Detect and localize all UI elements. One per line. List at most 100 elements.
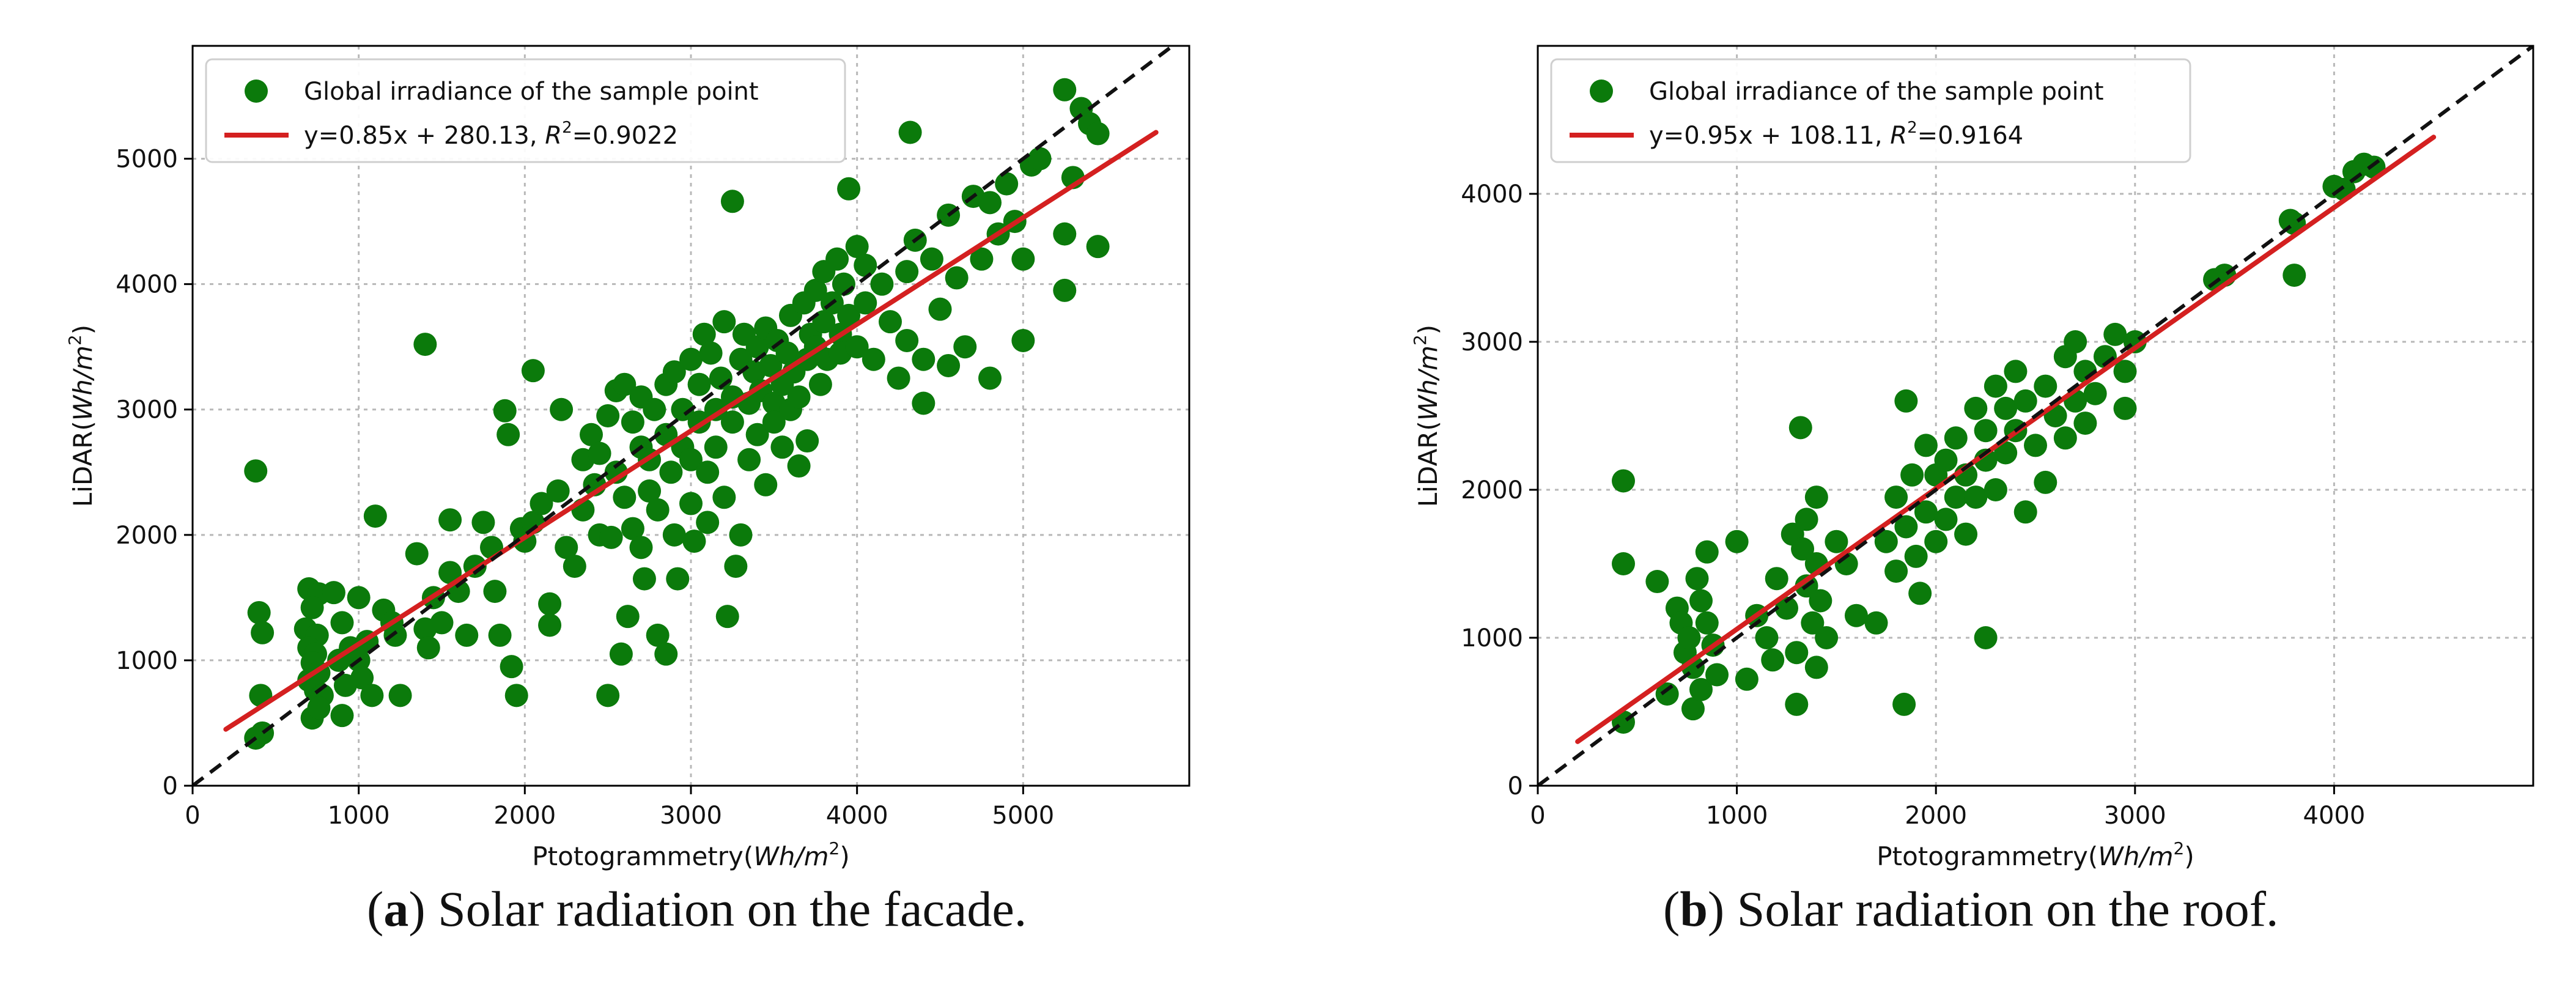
panel-b-data-point (1974, 448, 1998, 472)
panel-a-data-point (679, 492, 703, 515)
panel-a-legend-box (205, 58, 846, 163)
panel-b-x-tick-label: 1000 (1706, 802, 1768, 830)
panel-b-y-tick-label: 2000 (1461, 476, 1523, 504)
panel-a-data-point (1011, 328, 1035, 352)
panel-a-data-point (737, 448, 761, 471)
caption-a-letter: a (383, 881, 409, 937)
panel-a-data-point (596, 684, 620, 707)
panel-b-data-point (1944, 426, 1968, 450)
panel-b-data-point (1908, 581, 1932, 605)
panel-a-data-point (808, 372, 832, 396)
panel-a-legend-r2-exp: 2 (562, 119, 572, 137)
panel-a-data-point (1053, 278, 1077, 302)
panel-a-data-point (696, 460, 720, 484)
panel-b-data-point (1944, 485, 1968, 509)
panel-a-data-point (837, 177, 861, 201)
panel-b-data-point (1884, 485, 1908, 509)
panel-a-data-point (845, 335, 869, 359)
panel-a-data-point (712, 485, 736, 509)
panel-b-data-point (1775, 596, 1798, 620)
panel-a-x-axis-unit-exp: 2 (829, 838, 840, 858)
panel-a-data-point (682, 530, 706, 553)
panel-a-data-point (599, 525, 623, 549)
panel-a-data-point (1011, 247, 1035, 271)
caption-b-text: ) Solar radiation on the roof. (1707, 881, 2279, 937)
panel-a-legend-fit-label: y=0.85x + 280.13, R2=0.9022 (304, 119, 678, 150)
panel-b-data-point (2064, 330, 2087, 353)
panel-a-data-point (546, 479, 570, 503)
panel-a-x-tick-label: 3000 (660, 802, 722, 830)
panel-a-data-point (405, 542, 429, 566)
panel-b-data-point (2004, 360, 2028, 383)
panel-a-legend-r2-value: =0.9022 (572, 122, 678, 150)
panel-a-data-point (745, 423, 769, 446)
panel-a-data-point (995, 172, 1019, 196)
panel-a-data-point (720, 410, 744, 434)
panel-a-data-point (759, 353, 783, 377)
panel-b-data-point (1795, 508, 1818, 531)
panel-a-data-point (588, 441, 611, 465)
panel-b-data-point (1725, 530, 1749, 553)
panel-a-y-tick-label: 3000 (116, 396, 178, 424)
panel-a-data-point (388, 684, 412, 707)
panel-a-data-point (646, 498, 670, 522)
panel-a-data-point (471, 511, 495, 534)
panel-b-legend-r2-value: =0.9164 (1917, 122, 2023, 150)
panel-a-data-point (360, 684, 384, 707)
panel-a-data-point (604, 460, 628, 484)
panel-b-data-point (1695, 611, 1719, 635)
panel-a-data-point (795, 429, 819, 453)
panel-a-data-point (596, 404, 620, 427)
panel-a-x-tick-label: 5000 (992, 802, 1054, 830)
panel-b-x-axis-label: Ptotogrammetry(Wh/m2) (1877, 838, 2194, 871)
panel-b-data-point (1804, 655, 1828, 679)
panel-a-x-axis-unit: Wh/m (753, 841, 829, 871)
panel-a-data-point (244, 459, 268, 483)
panel-b: 0 1000 2000 3000 4000 0 1000 2000 3000 4000 Ptotog… (1410, 45, 2534, 871)
panel-b-data-point (1874, 530, 1898, 553)
panel-a-data-point (632, 567, 656, 591)
panel-b-data-point (1974, 626, 1998, 649)
panel-a-data-point (496, 423, 520, 446)
panel-a-data-point (912, 347, 936, 371)
panel-b-legend-r2-exp: 2 (1907, 119, 1917, 137)
panel-b-x-tick-label: 2000 (1905, 802, 1967, 830)
panel-a-data-point (879, 310, 902, 334)
panel-b-data-point (1735, 667, 1759, 691)
panel-a-y-axis-label-close: ) (68, 325, 98, 334)
panel-b-y-axis-label-text: LiDAR( (1413, 421, 1443, 507)
caption-a-text: ) Solar radiation on the facade. (408, 881, 1027, 937)
panel-a-data-point (845, 235, 869, 259)
panel-b-x-axis-label-close: ) (2184, 841, 2194, 871)
panel-a-data-point (330, 704, 354, 728)
panel-b-data-point (1785, 641, 1809, 665)
panel-b-y-axis-unit-exp: 2 (1410, 334, 1430, 345)
panel-b-data-point (1788, 416, 1812, 440)
panel-a: 0 1000 2000 3000 4000 5000 0 1000 2000 3000 4000 50… (65, 45, 1190, 871)
panel-b-y-tick-label: 3000 (1461, 328, 1523, 356)
panel-a-data-point (247, 600, 271, 624)
panel-a-data-point (538, 613, 562, 637)
panel-a-data-point (953, 335, 977, 359)
panel-a-y-tick-label: 2000 (116, 522, 178, 550)
panel-a-data-point (659, 460, 683, 484)
panel-b-data-point (2053, 426, 2077, 450)
panel-b-legend: Global irradiance of the sample point y=0… (1550, 58, 2191, 163)
panel-a-data-point (679, 448, 703, 471)
panel-a-data-point (937, 353, 961, 377)
panel-a-data-point (613, 372, 637, 396)
panel-a-y-tick-label: 5000 (116, 146, 178, 174)
panel-a-data-point (563, 555, 586, 578)
panel-a-x-tick-label: 1000 (328, 802, 390, 830)
panel-b-data-point (1689, 589, 1713, 613)
panel-a-data-point (666, 567, 690, 591)
panel-a-data-point (662, 523, 686, 547)
panel-a-data-point (787, 454, 811, 478)
panel-a-data-point (704, 435, 728, 459)
panel-a-data-point (580, 423, 603, 446)
panel-b-y-tick-label: 1000 (1461, 624, 1523, 652)
panel-a-data-point (928, 297, 952, 321)
panel-b-data-point (2103, 322, 2127, 346)
caption-b: (b) Solar radiation on the roof. (1663, 881, 2279, 937)
panel-a-data-point (488, 623, 512, 647)
